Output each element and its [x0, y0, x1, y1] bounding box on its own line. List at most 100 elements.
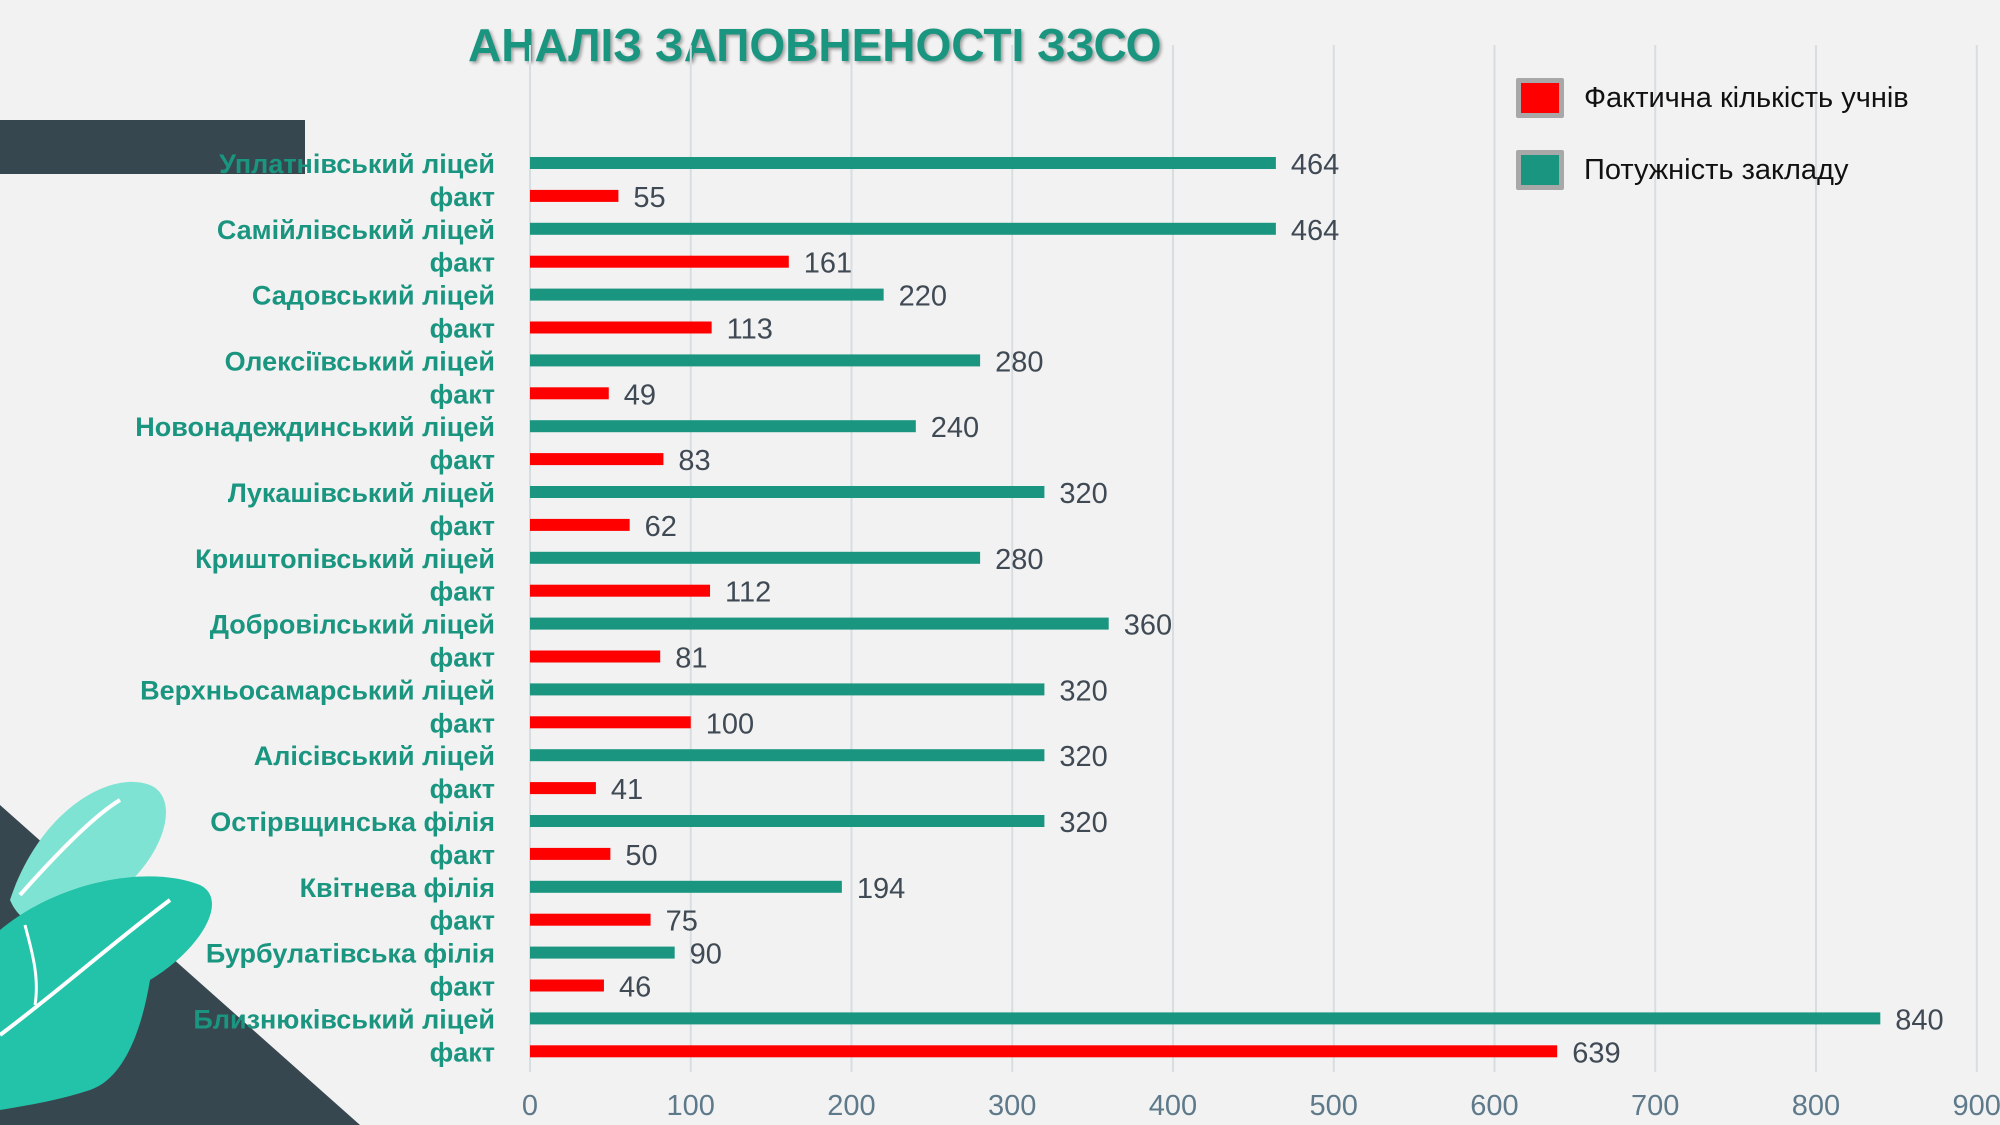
category-label: факт: [430, 314, 495, 344]
data-label: 320: [1059, 478, 1107, 510]
data-label: 360: [1124, 610, 1172, 642]
x-tick-label: 0: [522, 1090, 538, 1122]
x-tick-label: 200: [827, 1090, 875, 1122]
bar-capacity: [530, 354, 981, 367]
data-label: 75: [666, 906, 698, 938]
data-label: 100: [706, 708, 754, 740]
category-label: факт: [430, 906, 495, 936]
bar-actual: [530, 255, 789, 268]
legend-item-capacity: Потужність закладу: [1516, 134, 1909, 206]
leaf-light-vein: [18, 798, 122, 897]
category-label: факт: [430, 840, 495, 870]
data-label: 639: [1572, 1037, 1620, 1069]
legend-label-capacity: Потужність закладу: [1584, 153, 1849, 186]
x-tick-label: 700: [1631, 1090, 1679, 1122]
category-label: Олексіївський ліцей: [225, 346, 495, 376]
data-label: 464: [1291, 149, 1339, 181]
leaf-light-decoration: [10, 781, 166, 925]
data-label: 41: [611, 774, 643, 806]
bar-actual: [530, 650, 661, 663]
bar-capacity: [530, 815, 1045, 827]
bar-capacity: [530, 617, 1109, 630]
category-label: Алісівський ліцей: [254, 741, 495, 771]
category-label: факт: [430, 511, 495, 541]
category-label: факт: [430, 379, 495, 409]
x-tick-label: 400: [1149, 1090, 1197, 1122]
bar-actual: [530, 979, 604, 992]
category-label: факт: [430, 248, 495, 278]
legend-swatch-capacity: [1516, 150, 1564, 190]
bars: [530, 157, 1881, 1058]
legend-label-actual: Фактична кількість учнів: [1584, 81, 1909, 114]
data-label: 280: [995, 346, 1043, 378]
bar-capacity: [530, 288, 884, 301]
bar-capacity: [530, 551, 981, 564]
category-label: Новонадеждинський ліцей: [135, 412, 495, 442]
category-label: Уплатнівський ліцей: [219, 149, 495, 179]
leaf-teal-vein-branch: [23, 924, 38, 1006]
category-label: факт: [430, 643, 495, 673]
gridlines: [529, 45, 1978, 1072]
bar-capacity: [530, 946, 675, 959]
data-label: 90: [690, 939, 722, 971]
category-label: Лукашівський ліцей: [228, 478, 495, 508]
data-label: 840: [1895, 1004, 1943, 1036]
data-label: 194: [857, 873, 905, 905]
x-tick-label: 500: [1310, 1090, 1358, 1122]
bar-capacity: [530, 683, 1045, 696]
category-label: Криштопівський ліцей: [195, 544, 495, 574]
category-label: Близнюківський ліцей: [193, 1004, 495, 1034]
data-label: 464: [1291, 215, 1339, 247]
data-label: 83: [678, 445, 710, 477]
leaf-teal-decoration: [0, 876, 212, 1110]
data-label: 320: [1059, 741, 1107, 773]
bar-capacity: [530, 1012, 1881, 1025]
legend: Фактична кількість учнів Потужність закл…: [1516, 62, 1909, 206]
data-label: 55: [633, 182, 665, 214]
category-label: факт: [430, 972, 495, 1002]
category-label: Самійлівський ліцей: [217, 215, 495, 245]
bar-capacity: [530, 420, 916, 433]
bar-actual: [530, 387, 609, 400]
data-label: 220: [899, 281, 947, 313]
category-label: Садовський ліцей: [252, 281, 495, 311]
bar-capacity: [530, 222, 1276, 235]
bar-actual: [530, 913, 651, 926]
category-label: факт: [430, 1037, 495, 1067]
data-label: 280: [995, 544, 1043, 576]
bar-capacity: [530, 157, 1276, 169]
bar-capacity: [530, 486, 1045, 498]
data-label: 113: [727, 314, 773, 346]
bar-actual: [530, 716, 691, 729]
data-label: 320: [1059, 807, 1107, 839]
data-label: 46: [619, 972, 651, 1004]
category-label: Остірвщинська філія: [210, 807, 495, 837]
bar-capacity: [530, 880, 842, 893]
category-label: факт: [430, 182, 495, 212]
data-label: 112: [725, 577, 771, 609]
leaf-teal-vein: [0, 898, 172, 1037]
x-tick-label: 800: [1792, 1090, 1840, 1122]
legend-item-actual: Фактична кількість учнів: [1516, 62, 1909, 134]
x-tick-label: 600: [1470, 1090, 1518, 1122]
category-label: факт: [430, 774, 495, 804]
bar-capacity: [530, 749, 1045, 762]
data-label: 50: [625, 840, 657, 872]
category-label: Бурбулатівська філія: [206, 939, 495, 969]
data-label: 49: [624, 379, 656, 411]
legend-swatch-actual: [1516, 78, 1564, 118]
bar-actual: [530, 189, 619, 202]
x-tick-label: 300: [988, 1090, 1036, 1122]
data-label: 62: [645, 511, 677, 543]
bar-actual: [530, 584, 711, 597]
category-label: факт: [430, 445, 495, 475]
category-label: Квітнева філія: [300, 873, 495, 903]
chart-title: АНАЛІЗ ЗАПОВНЕНОСТІ ЗЗСО: [468, 19, 1162, 71]
bar-actual: [530, 321, 712, 334]
category-label: Добровілський ліцей: [210, 610, 495, 640]
category-label: факт: [430, 708, 495, 738]
data-label: 240: [931, 412, 979, 444]
x-tick-label: 100: [667, 1090, 715, 1122]
